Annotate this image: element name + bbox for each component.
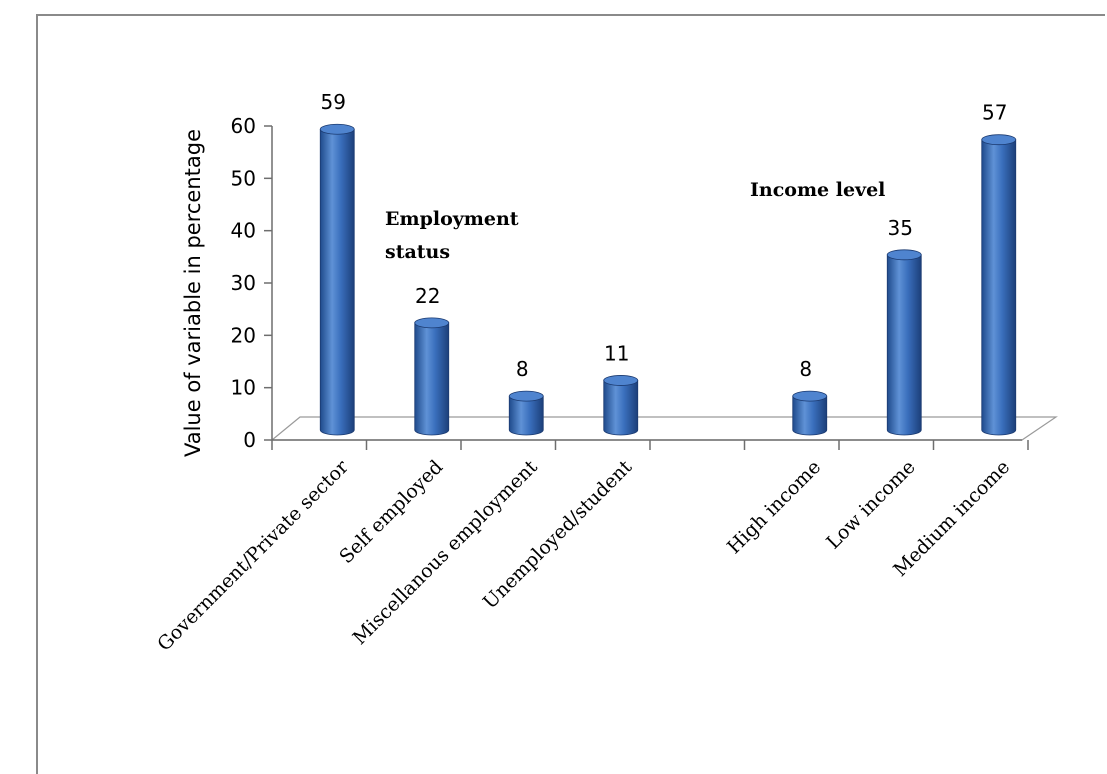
bar-cap [319, 123, 355, 135]
chart-frame [36, 14, 1105, 774]
y-axis-title: Value of variable in percentage [181, 129, 205, 457]
y-tick-label: 60 [231, 114, 256, 138]
bar-body [886, 254, 922, 436]
bar-chart: 0 10 20 30 40 50 60 59 Government/Private secto… [153, 90, 1058, 656]
data-label: 8 [799, 357, 812, 381]
data-label: 22 [415, 284, 440, 308]
x-tick-label: High income [723, 456, 825, 558]
data-label: 59 [321, 90, 346, 114]
bar-cap [981, 134, 1017, 146]
floor-plane [270, 416, 1058, 441]
data-label: 11 [604, 341, 629, 365]
axes: 0 10 20 30 40 50 60 [231, 114, 1029, 452]
bar-cap [508, 390, 544, 402]
bar-body [319, 128, 355, 436]
bar [603, 375, 639, 436]
bar [886, 249, 922, 436]
bars [319, 123, 1017, 436]
bar-body [414, 322, 450, 436]
employment-status-annotation: Employment status [385, 208, 525, 263]
bar [508, 390, 544, 436]
bar [792, 390, 828, 436]
y-tick-label: 40 [231, 219, 256, 243]
x-tick-label: Government/Private sector [153, 455, 353, 655]
bar-body [981, 139, 1017, 436]
bar-cap [603, 375, 639, 386]
employment-status-line-2: status [385, 241, 450, 263]
bar-cap [886, 249, 922, 261]
employment-status-line-1: Employment [385, 208, 519, 230]
y-tick-label: 20 [231, 323, 256, 347]
bar [414, 317, 450, 436]
bar-body [603, 380, 639, 436]
chart-floor [270, 416, 1058, 441]
bar-body [508, 395, 544, 436]
data-label: 57 [982, 101, 1007, 125]
bar [319, 123, 355, 436]
data-label: 8 [516, 357, 529, 381]
y-tick-label: 10 [231, 376, 256, 400]
x-tick-label: Low income [822, 456, 920, 554]
x-tick-label: Miscellanous employment [349, 456, 542, 649]
bar-cap [792, 390, 828, 402]
income-level-annotation: Income level [750, 179, 885, 201]
y-tick-label: 0 [243, 428, 256, 452]
data-label: 35 [888, 216, 913, 240]
bar-body [792, 395, 828, 436]
bar-cap [414, 317, 450, 329]
y-tick-label: 50 [231, 166, 256, 190]
bar [981, 134, 1017, 436]
y-tick-label: 30 [231, 271, 256, 295]
